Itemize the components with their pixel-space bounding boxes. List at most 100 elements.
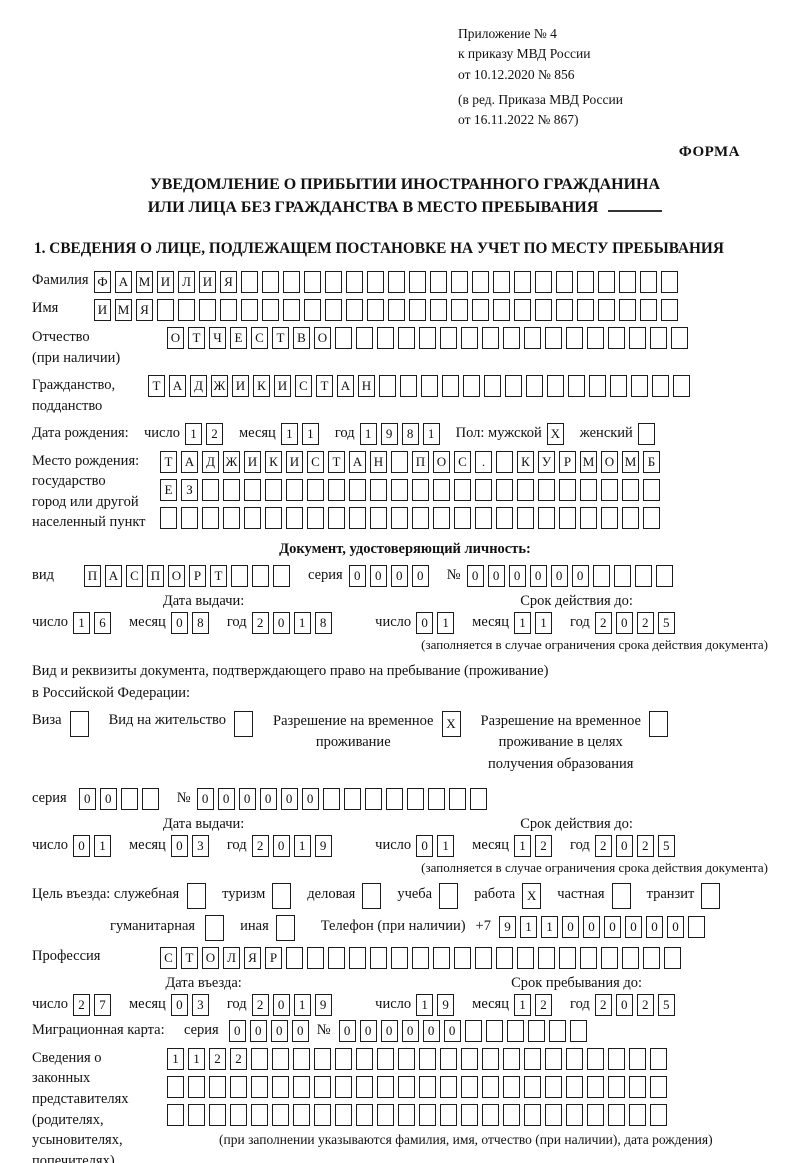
- char-cell[interactable]: [262, 270, 279, 293]
- char-cell[interactable]: 0: [615, 993, 633, 1016]
- char-cell[interactable]: [356, 326, 373, 349]
- char-cell[interactable]: Р: [189, 564, 206, 587]
- char-cell[interactable]: [451, 298, 468, 321]
- char-cell[interactable]: [538, 946, 555, 969]
- char-cell[interactable]: [349, 478, 366, 501]
- char-cell[interactable]: 0: [561, 915, 579, 938]
- char-cell[interactable]: 0: [615, 834, 633, 857]
- char-cell[interactable]: [524, 1103, 541, 1126]
- char-cell[interactable]: [643, 506, 660, 529]
- char-cell[interactable]: [496, 478, 513, 501]
- char-cell[interactable]: 1: [437, 611, 455, 634]
- char-cell[interactable]: [687, 915, 705, 938]
- char-cell[interactable]: [412, 506, 429, 529]
- char-cell[interactable]: 2: [205, 422, 223, 445]
- char-cell[interactable]: [391, 450, 408, 473]
- char-cell[interactable]: 9: [380, 422, 398, 445]
- char-cell[interactable]: [325, 298, 342, 321]
- char-cell[interactable]: 0: [416, 834, 434, 857]
- char-cell[interactable]: [622, 478, 639, 501]
- char-cell[interactable]: [202, 506, 219, 529]
- char-cell[interactable]: [505, 374, 522, 397]
- char-cell[interactable]: И: [232, 374, 249, 397]
- char-cell[interactable]: [160, 506, 177, 529]
- char-cell[interactable]: [464, 1019, 482, 1042]
- char-cell[interactable]: 0: [416, 611, 434, 634]
- char-cell[interactable]: У: [538, 450, 555, 473]
- char-cell[interactable]: [398, 1103, 415, 1126]
- char-cell[interactable]: 1: [422, 422, 440, 445]
- char-cell[interactable]: [535, 270, 552, 293]
- char-cell[interactable]: Д: [202, 450, 219, 473]
- char-cell[interactable]: С: [454, 450, 471, 473]
- char-cell[interactable]: [611, 882, 631, 909]
- char-cell[interactable]: Т: [148, 374, 165, 397]
- char-cell[interactable]: [493, 270, 510, 293]
- char-cell[interactable]: [307, 946, 324, 969]
- char-cell[interactable]: [577, 298, 594, 321]
- char-cell[interactable]: [547, 374, 564, 397]
- char-cell[interactable]: [388, 270, 405, 293]
- char-cell[interactable]: 1: [184, 422, 202, 445]
- char-cell[interactable]: [545, 1103, 562, 1126]
- char-cell[interactable]: [526, 374, 543, 397]
- char-cell[interactable]: [412, 478, 429, 501]
- char-cell[interactable]: [391, 478, 408, 501]
- char-cell[interactable]: И: [199, 270, 216, 293]
- char-cell[interactable]: 9: [437, 993, 455, 1016]
- char-cell[interactable]: 8: [401, 422, 419, 445]
- char-cell[interactable]: [608, 1103, 625, 1126]
- char-cell[interactable]: [241, 270, 258, 293]
- char-cell[interactable]: [440, 1047, 457, 1070]
- char-cell[interactable]: Я: [136, 298, 153, 321]
- char-cell[interactable]: [442, 374, 459, 397]
- char-cell[interactable]: 2: [636, 834, 654, 857]
- char-cell[interactable]: 0: [550, 564, 568, 587]
- char-cell[interactable]: [419, 326, 436, 349]
- char-cell[interactable]: 2: [594, 993, 612, 1016]
- char-cell[interactable]: 0: [422, 1019, 440, 1042]
- char-cell[interactable]: 0: [259, 787, 277, 810]
- char-cell[interactable]: Д: [190, 374, 207, 397]
- char-cell[interactable]: [188, 1075, 205, 1098]
- char-cell[interactable]: [356, 1047, 373, 1070]
- char-cell[interactable]: [538, 478, 555, 501]
- char-cell[interactable]: [664, 946, 681, 969]
- char-cell[interactable]: [671, 326, 688, 349]
- char-cell[interactable]: [377, 1103, 394, 1126]
- char-cell[interactable]: Ж: [211, 374, 228, 397]
- char-cell[interactable]: Р: [265, 946, 282, 969]
- char-cell[interactable]: 0: [582, 915, 600, 938]
- char-cell[interactable]: Л: [178, 270, 195, 293]
- char-cell[interactable]: 2: [534, 993, 552, 1016]
- char-cell[interactable]: [545, 1075, 562, 1098]
- char-cell[interactable]: [484, 374, 501, 397]
- char-cell[interactable]: 0: [272, 611, 290, 634]
- char-cell[interactable]: [293, 1103, 310, 1126]
- char-cell[interactable]: 1: [301, 422, 319, 445]
- char-cell[interactable]: [157, 298, 174, 321]
- char-cell[interactable]: [475, 946, 492, 969]
- char-cell[interactable]: 0: [272, 993, 290, 1016]
- char-cell[interactable]: 1: [534, 611, 552, 634]
- char-cell[interactable]: [454, 478, 471, 501]
- char-cell[interactable]: Н: [370, 450, 387, 473]
- char-cell[interactable]: Р: [559, 450, 576, 473]
- char-cell[interactable]: [314, 1075, 331, 1098]
- char-cell[interactable]: [349, 946, 366, 969]
- char-cell[interactable]: [293, 1075, 310, 1098]
- char-cell[interactable]: [251, 1103, 268, 1126]
- char-cell[interactable]: [272, 1103, 289, 1126]
- char-cell[interactable]: [587, 1075, 604, 1098]
- char-cell[interactable]: [454, 946, 471, 969]
- char-cell[interactable]: [220, 298, 237, 321]
- char-cell[interactable]: [272, 882, 292, 909]
- char-cell[interactable]: 8: [191, 611, 209, 634]
- char-cell[interactable]: [335, 1103, 352, 1126]
- char-cell[interactable]: [440, 326, 457, 349]
- char-cell[interactable]: [433, 506, 450, 529]
- char-cell[interactable]: [419, 1103, 436, 1126]
- char-cell[interactable]: [335, 1047, 352, 1070]
- char-cell[interactable]: [343, 787, 361, 810]
- char-cell[interactable]: [356, 1075, 373, 1098]
